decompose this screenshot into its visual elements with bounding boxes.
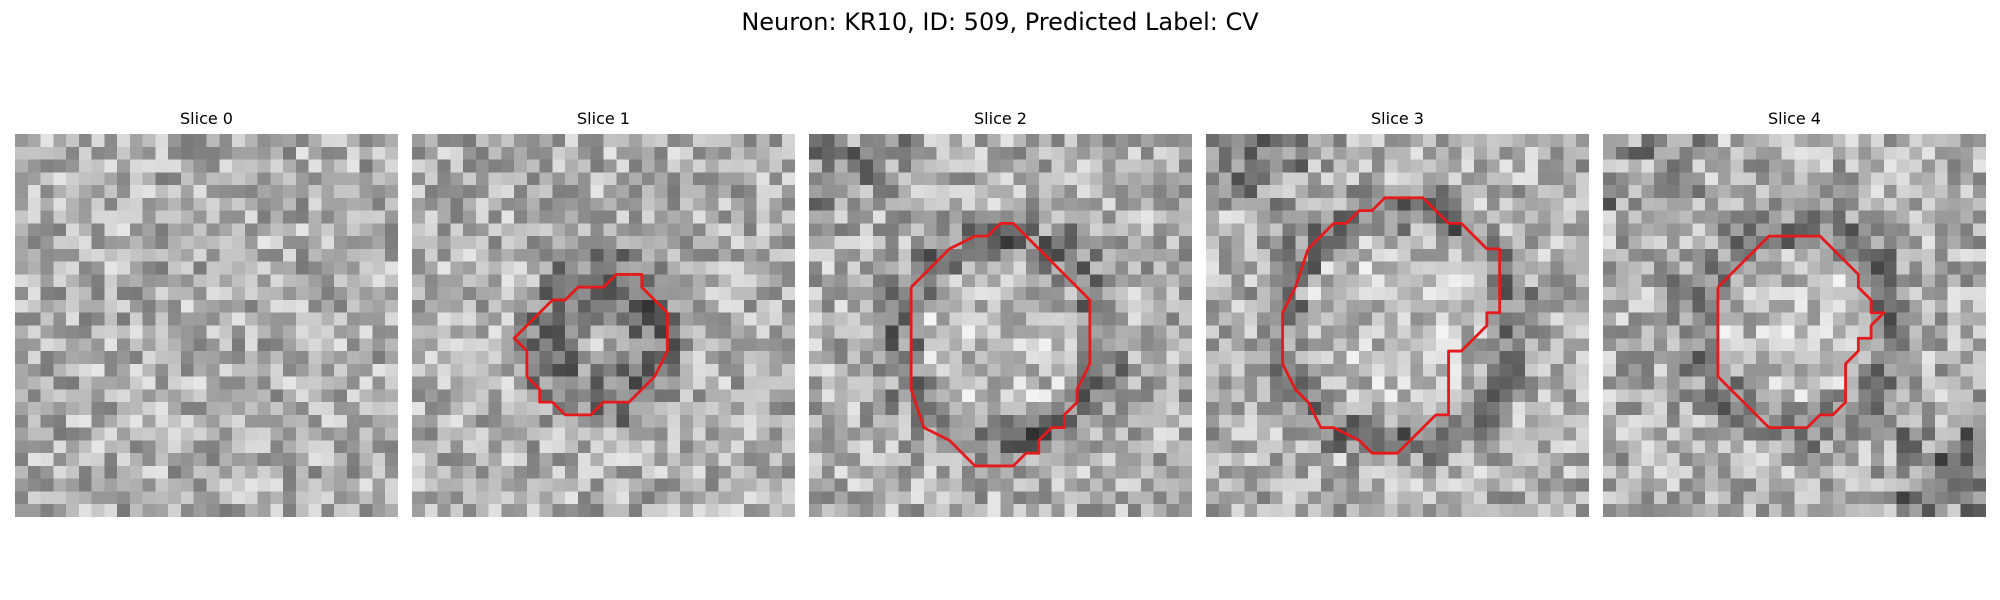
pixel-grid-1 [412, 134, 795, 517]
pixel-grid-3 [1206, 134, 1589, 517]
roi-outline-3 [1281, 196, 1502, 455]
slice-image-1 [412, 134, 795, 517]
figure-title: Neuron: KR10, ID: 509, Predicted Label: … [741, 8, 1259, 36]
slice-title-2: Slice 2 [974, 109, 1027, 128]
pixel-grid-0 [15, 134, 398, 517]
slice-image-3 [1206, 134, 1589, 517]
slice-title-0: Slice 0 [180, 109, 233, 128]
pixel-grid-4 [1603, 134, 1986, 517]
slice-image-2 [809, 134, 1192, 517]
slice-title-1: Slice 1 [577, 109, 630, 128]
slice-image-0 [15, 134, 398, 517]
roi-outline-4 [1716, 234, 1886, 430]
roi-outline-2 [909, 221, 1092, 468]
slice-image-4 [1603, 134, 1986, 517]
slice-title-4: Slice 4 [1768, 109, 1821, 128]
roi-outline-1 [512, 273, 669, 417]
slice-title-3: Slice 3 [1371, 109, 1424, 128]
pixel-grid-2 [809, 134, 1192, 517]
